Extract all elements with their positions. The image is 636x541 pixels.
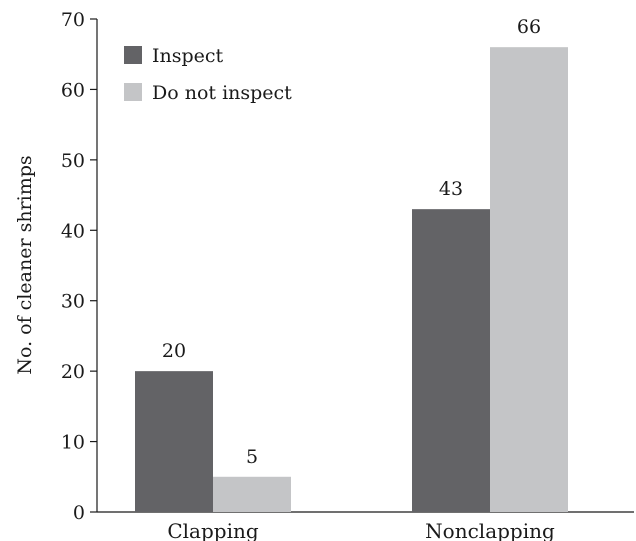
legend-label: Do not inspect (152, 82, 292, 104)
y-tick-label: 20 (61, 361, 85, 383)
x-axis-labels: Clapping Nonclapping (167, 519, 555, 541)
y-tick-label: 50 (61, 150, 85, 172)
y-tick-label: 10 (61, 432, 85, 454)
bar-clapping-do-not-inspect (213, 477, 291, 512)
legend-swatch (124, 83, 142, 101)
x-category-label: Clapping (167, 519, 259, 541)
bar-nonclapping-inspect (412, 209, 490, 512)
bar-nonclapping-do-not-inspect (490, 47, 568, 512)
bar-clapping-inspect (135, 371, 213, 512)
y-tick-label: 30 (61, 291, 85, 313)
y-axis-title: No. of cleaner shrimps (14, 155, 36, 374)
data-label: 43 (439, 178, 463, 200)
data-label: 66 (517, 16, 541, 38)
y-tick-label: 0 (73, 502, 85, 524)
y-axis-ticks: 0 10 20 30 40 50 60 70 (61, 9, 97, 524)
y-tick-label: 60 (61, 79, 85, 101)
data-label: 5 (246, 446, 258, 468)
legend-label: Inspect (152, 45, 224, 67)
legend-swatch (124, 46, 142, 64)
bars (135, 47, 568, 512)
legend: Inspect Do not inspect (124, 45, 292, 104)
y-tick-label: 40 (61, 220, 85, 242)
x-category-label: Nonclapping (425, 519, 555, 541)
y-tick-label: 70 (61, 9, 85, 31)
data-label: 20 (162, 340, 186, 362)
